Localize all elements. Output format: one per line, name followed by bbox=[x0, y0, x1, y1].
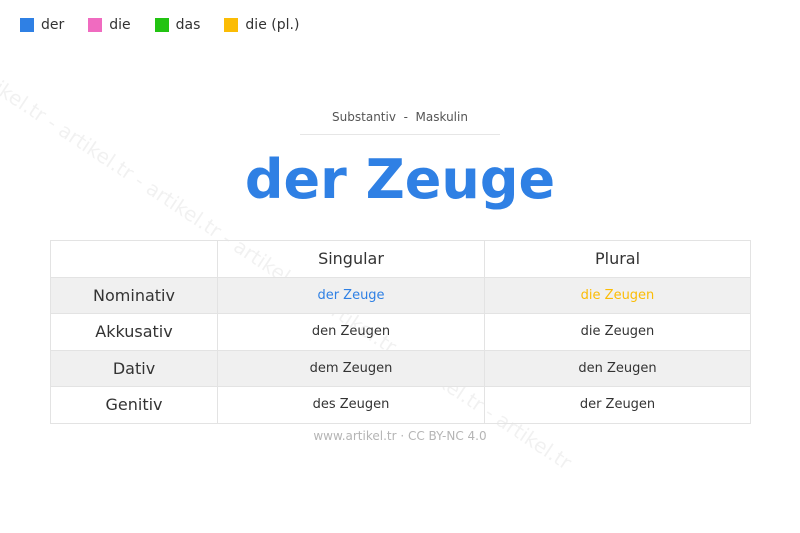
table-header-row: Singular Plural bbox=[50, 240, 751, 278]
footer-credit: www.artikel.tr · CC BY-NC 4.0 bbox=[313, 429, 487, 443]
singular-cell: dem Zeugen bbox=[217, 349, 485, 387]
plural-cell: der Zeugen bbox=[484, 386, 751, 424]
legend-item-der: der bbox=[20, 17, 64, 33]
legend-label: die (pl.) bbox=[245, 17, 300, 33]
legend-item-die: die bbox=[88, 17, 131, 33]
legend-label: das bbox=[175, 17, 201, 33]
plural-cell: den Zeugen bbox=[484, 349, 751, 387]
case-label: Genitiv bbox=[50, 386, 218, 424]
singular-cell: den Zeugen bbox=[217, 313, 485, 351]
swatch-icon bbox=[154, 18, 169, 32]
header-plural: Plural bbox=[484, 240, 751, 278]
header-empty bbox=[50, 240, 218, 278]
page-title: der Zeuge bbox=[244, 148, 556, 211]
table-row: Akkusativ den Zeugen die Zeugen bbox=[50, 313, 751, 351]
swatch-icon bbox=[224, 18, 239, 32]
legend-label: die bbox=[109, 17, 131, 33]
swatch-icon bbox=[20, 18, 34, 32]
case-label: Nominativ bbox=[50, 276, 218, 314]
declension-table: Singular Plural Nominativ der Zeuge die … bbox=[50, 240, 751, 424]
case-label: Dativ bbox=[50, 349, 218, 387]
singular-cell: des Zeugen bbox=[217, 386, 485, 424]
table-row: Genitiv des Zeugen der Zeugen bbox=[50, 386, 751, 424]
plural-cell: die Zeugen bbox=[484, 276, 751, 314]
word-type-subtitle: Substantiv - Maskulin bbox=[300, 110, 500, 135]
table-row: Nominativ der Zeuge die Zeugen bbox=[50, 276, 751, 314]
case-label: Akkusativ bbox=[50, 313, 218, 351]
gender-legend: der die das die (pl.) bbox=[20, 17, 323, 33]
plural-cell: die Zeugen bbox=[484, 313, 751, 351]
swatch-icon bbox=[88, 18, 103, 32]
singular-cell: der Zeuge bbox=[217, 276, 485, 314]
legend-item-plural: die (pl.) bbox=[224, 17, 299, 33]
legend-item-das: das bbox=[154, 17, 201, 33]
table-row: Dativ dem Zeugen den Zeugen bbox=[50, 349, 751, 387]
header-singular: Singular bbox=[217, 240, 485, 278]
legend-label: der bbox=[41, 17, 65, 33]
